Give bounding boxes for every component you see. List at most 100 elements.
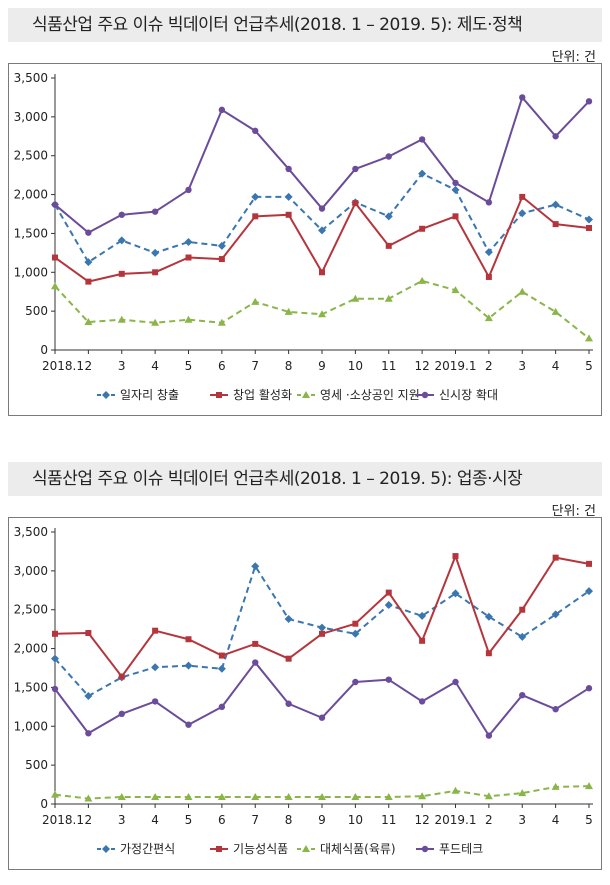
y-tick-label: 500 xyxy=(25,304,48,318)
y-tick-label: 0 xyxy=(40,797,48,811)
x-tick-label: 2 xyxy=(485,359,493,373)
data-point xyxy=(318,310,326,318)
data-point xyxy=(252,213,259,220)
data-point xyxy=(518,287,527,295)
x-tick-label: 3 xyxy=(518,359,526,373)
data-point xyxy=(519,692,526,699)
series-2 xyxy=(52,553,592,680)
legend-item: 영세 ·소상공인 지원 xyxy=(297,388,420,402)
data-point xyxy=(418,698,426,705)
x-tick-label: 4 xyxy=(552,813,560,827)
x-tick-label: 2 xyxy=(85,813,93,827)
data-point xyxy=(184,793,193,801)
data-point xyxy=(551,782,560,790)
y-tick-label: 2,500 xyxy=(14,149,48,163)
data-point xyxy=(151,793,160,801)
y-tick-label: 500 xyxy=(25,758,48,772)
data-point xyxy=(152,269,159,276)
data-point xyxy=(419,225,426,232)
data-point xyxy=(318,226,326,235)
data-point xyxy=(217,318,226,326)
legend-item: 신시장 확대 xyxy=(416,388,498,402)
data-point xyxy=(118,211,125,218)
data-point xyxy=(85,278,92,285)
series-3 xyxy=(51,782,593,802)
data-point xyxy=(585,215,593,224)
data-point xyxy=(318,714,326,721)
legend-label: 신시장 확대 xyxy=(439,388,498,402)
x-tick-label: 10 xyxy=(348,813,363,827)
legend-marker xyxy=(421,391,429,399)
y-tick-label: 1,000 xyxy=(14,265,48,279)
legend: 가정간편식 기능성식품 대체식품(육류) 푸드테크 xyxy=(97,842,483,856)
data-point xyxy=(385,242,392,249)
data-point xyxy=(484,612,493,621)
data-point xyxy=(485,650,492,657)
legend-marker xyxy=(102,845,110,853)
data-point xyxy=(586,560,592,567)
x-tick-label: 2 xyxy=(85,359,93,373)
data-point xyxy=(519,94,526,101)
data-point xyxy=(385,589,392,596)
series-1 xyxy=(51,169,593,267)
data-point xyxy=(551,610,560,619)
data-point xyxy=(385,153,392,160)
x-tick-label: 3 xyxy=(118,359,126,373)
data-point xyxy=(452,179,459,187)
x-tick-label: 11 xyxy=(381,813,396,827)
y-tick-label: 3,500 xyxy=(14,71,48,85)
data-point xyxy=(218,703,226,711)
data-point xyxy=(518,632,527,641)
data-point xyxy=(184,237,193,246)
legend-marker xyxy=(302,845,310,852)
data-point xyxy=(352,200,359,207)
data-point xyxy=(551,200,560,209)
data-point xyxy=(84,691,93,700)
data-point xyxy=(485,732,493,739)
y-tick-label: 2,500 xyxy=(14,603,48,617)
data-point xyxy=(151,318,160,326)
y-tick-label: 3,000 xyxy=(14,110,48,124)
data-point xyxy=(418,169,427,178)
x-tick-label: 12 xyxy=(414,813,429,827)
data-point xyxy=(51,654,59,663)
series-4 xyxy=(51,659,593,739)
y-tick-label: 2,000 xyxy=(14,188,48,202)
chart-panel: 0 500 1,000 1,500 2,000 2,500 3,000 3,500 2018.1… xyxy=(8,63,602,416)
x-tick-label: 9 xyxy=(318,359,326,373)
data-point xyxy=(385,676,392,683)
data-point xyxy=(118,270,125,277)
data-point xyxy=(451,185,460,194)
data-point xyxy=(419,637,426,644)
legend-label: 대체식품(육류) xyxy=(320,842,396,856)
data-point xyxy=(285,700,292,707)
data-point xyxy=(452,678,459,686)
line-chart-policy: 0 500 1,000 1,500 2,000 2,500 3,000 3,500 2018.1… xyxy=(14,71,593,402)
data-point xyxy=(52,254,58,261)
legend-marker xyxy=(421,845,429,853)
data-point xyxy=(384,294,393,302)
x-tick-label: 10 xyxy=(348,359,363,373)
x-tick-label: 2018.1 xyxy=(42,359,84,373)
x-tick-label: 4 xyxy=(552,359,560,373)
data-point xyxy=(285,655,292,662)
data-point xyxy=(585,587,593,596)
data-point xyxy=(51,282,59,290)
data-point xyxy=(585,98,593,105)
legend-label: 일자리 창출 xyxy=(120,388,179,402)
data-point xyxy=(452,553,459,560)
data-point xyxy=(252,659,259,666)
data-point xyxy=(218,652,225,659)
series-2 xyxy=(52,193,592,285)
data-point xyxy=(484,314,493,322)
legend-marker xyxy=(302,391,310,398)
data-point xyxy=(552,133,559,140)
legend-marker xyxy=(102,391,110,399)
data-point xyxy=(151,698,159,705)
x-tick-label: 11 xyxy=(381,359,396,373)
data-point xyxy=(352,165,359,173)
series-line xyxy=(54,96,590,234)
data-point xyxy=(585,782,593,790)
legend-marker xyxy=(216,846,222,852)
data-point xyxy=(185,721,192,728)
